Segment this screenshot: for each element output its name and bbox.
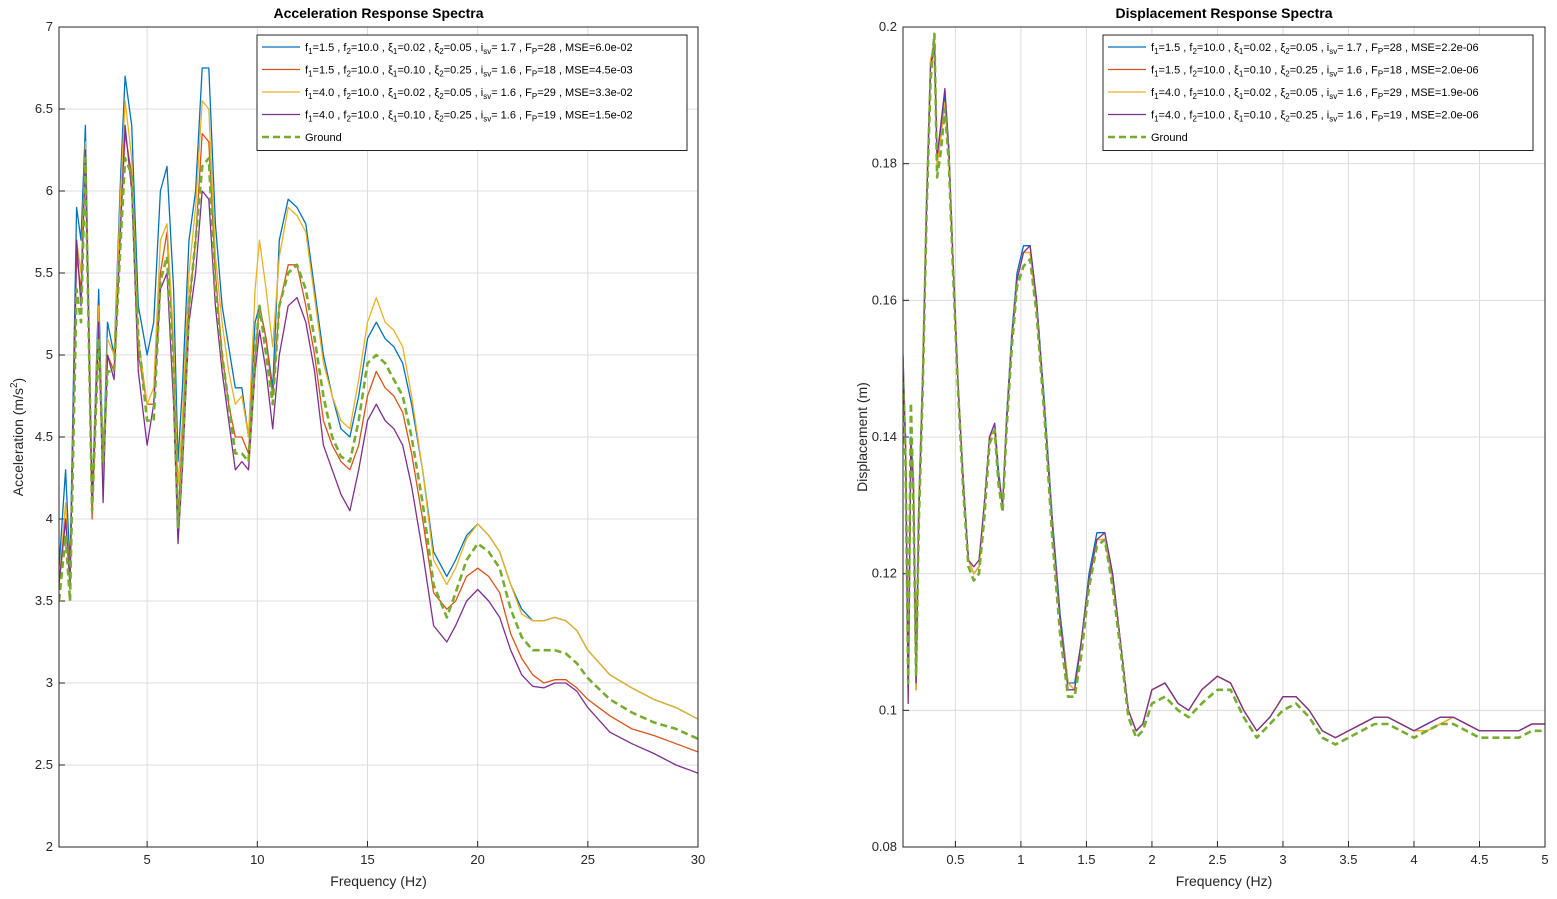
y-tick-label: 6.5 [35,101,53,116]
axes-frame [58,26,699,848]
y-tick-label: 2 [46,839,53,854]
series-line-3 [59,100,698,720]
x-axis-label: Frequency (Hz) [1176,873,1272,889]
y-tick-label: 4 [46,511,53,526]
legend: f1=1.5 , f2=10.0 , ξ1=0.02 , ξ2=0.05 , i… [256,34,688,151]
legend-entry-5: Ground [305,132,342,144]
legend-entry-3: f1=4.0 , f2=10.0 , ξ1=0.02 , ξ2=0.05 , i… [305,87,633,101]
x-tick-label: 20 [470,852,484,867]
y-tick-label: 5.5 [35,265,53,280]
y-tick-label: 0.08 [872,839,897,854]
x-tick-label: 3.5 [1339,852,1357,867]
y-tick-label: 0.16 [872,292,897,307]
y-tick-label: 0.18 [872,156,897,171]
y-tick-label: 0.2 [879,19,897,34]
legend-entry-4: f1=4.0 , f2=10.0 , ξ1=0.10 , ξ2=0.25 , i… [1151,110,1479,124]
y-tick-label: 7 [46,19,53,34]
chart-1: 5 10 15 20 25 30 2 2.5 3 3.5 4 4.5 5 5.5 6 6.5 7 Accelera… [9,5,705,889]
legend-entry-4: f1=4.0 , f2=10.0 , ξ1=0.10 , ξ2=0.25 , i… [305,110,633,124]
x-tick-label: 30 [691,852,705,867]
chart-2: 0.5 1 1.5 2 2.5 3 3.5 4 4.5 5 0.08 0.1 0.12 0.14 0.16 0… [854,5,1549,889]
y-tick-label: 4.5 [35,429,53,444]
series-line-5 [903,32,1545,746]
x-tick-label: 5 [1541,852,1548,867]
x-axis-label: Frequency (Hz) [330,873,426,889]
x-tick-label: 2 [1148,852,1155,867]
y-tick-label: 5 [46,347,53,362]
x-tick-label: 1 [1017,852,1024,867]
x-tick-label: 1.5 [1077,852,1095,867]
legend-entry-1: f1=1.5 , f2=10.0 , ξ1=0.02 , ξ2=0.05 , i… [305,42,633,56]
legend: f1=1.5 , f2=10.0 , ξ1=0.02 , ξ2=0.05 , i… [1102,34,1534,151]
x-tick-label: 4.5 [1470,852,1488,867]
x-tick-label: 4 [1410,852,1417,867]
legend-entry-5: Ground [1151,132,1188,144]
x-tick-label: 15 [360,852,374,867]
legend-entry-1: f1=1.5 , f2=10.0 , ξ1=0.02 , ξ2=0.05 , i… [1151,42,1479,56]
y-tick-label: 0.12 [872,566,897,581]
x-tick-label: 10 [250,852,264,867]
y-axis-label: Displacement (m) [854,382,870,492]
chart-title: Acceleration Response Spectra [273,5,483,21]
chart-title: Displacement Response Spectra [1115,5,1332,21]
y-tick-label: 2.5 [35,757,53,772]
legend-entry-2: f1=1.5 , f2=10.0 , ξ1=0.10 , ξ2=0.25 , i… [305,65,633,79]
y-tick-label: 0.1 [879,702,897,717]
legend-entry-2: f1=1.5 , f2=10.0 , ξ1=0.10 , ξ2=0.25 , i… [1151,65,1479,79]
axes-frame [902,26,1546,848]
x-tick-label: 3 [1279,852,1286,867]
x-tick-label: 2.5 [1208,852,1226,867]
x-tick-label: 0.5 [946,852,964,867]
y-axis-label: Acceleration (m/s2) [9,378,26,496]
y-tick-label: 3 [46,675,53,690]
y-tick-label: 3.5 [35,593,53,608]
y-tick-label: 0.14 [872,429,897,444]
series-line-4 [59,124,698,774]
x-tick-label: 5 [144,852,151,867]
legend-box [1102,34,1534,151]
y-tick-label: 6 [46,183,53,198]
x-tick-label: 25 [581,852,595,867]
legend-box [256,34,688,151]
legend-entry-3: f1=4.0 , f2=10.0 , ξ1=0.02 , ξ2=0.05 , i… [1151,87,1479,101]
series-line-5 [59,156,698,740]
